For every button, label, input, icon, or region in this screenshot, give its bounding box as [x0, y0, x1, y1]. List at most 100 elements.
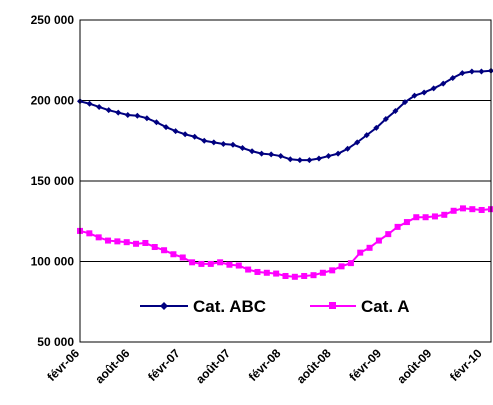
- series-line-cat-abc: [79, 69, 492, 162]
- data-point-cat-a: [403, 219, 410, 226]
- x-tick-label: août-09: [394, 346, 434, 386]
- legend-marker-cat-abc: [160, 302, 168, 310]
- data-point-cat-abc: [421, 89, 428, 96]
- data-point-cat-abc: [335, 150, 342, 157]
- data-point-cat-a: [338, 263, 345, 270]
- data-point-cat-a: [301, 272, 308, 279]
- x-tick-label: févr-10: [447, 346, 485, 384]
- data-point-cat-abc: [249, 148, 256, 155]
- data-point-cat-a: [226, 261, 233, 268]
- data-point-cat-abc: [449, 74, 456, 81]
- x-tick-label: févr-06: [44, 346, 82, 384]
- data-point-cat-a: [459, 205, 466, 212]
- data-point-cat-abc: [382, 116, 389, 123]
- data-point-cat-abc: [258, 150, 265, 157]
- data-point-cat-abc: [153, 119, 160, 126]
- data-point-cat-a: [263, 269, 270, 276]
- x-tick-label: août-06: [92, 346, 132, 386]
- data-point-cat-abc: [344, 145, 351, 152]
- data-point-cat-a: [441, 211, 448, 218]
- data-point-cat-a: [254, 268, 261, 275]
- data-point-cat-a: [319, 269, 326, 276]
- data-point-cat-a: [207, 260, 214, 267]
- data-point-cat-a: [179, 254, 186, 261]
- gridlines: [80, 100, 491, 262]
- data-point-cat-a: [86, 230, 93, 237]
- plot-area: [79, 19, 492, 343]
- data-point-cat-abc: [96, 103, 103, 110]
- data-point-cat-abc: [468, 68, 475, 75]
- data-point-cat-a: [394, 223, 401, 230]
- data-point-cat-a: [114, 238, 121, 245]
- data-point-cat-a: [329, 267, 336, 274]
- data-point-cat-a: [347, 260, 354, 267]
- data-point-cat-abc: [287, 156, 294, 163]
- data-point-cat-abc: [354, 139, 361, 146]
- x-tick-label: févr-07: [145, 346, 183, 384]
- data-point-cat-a: [142, 239, 149, 246]
- data-point-cat-abc: [306, 157, 313, 164]
- data-point-cat-abc: [430, 85, 437, 92]
- data-point-cat-a: [291, 273, 298, 280]
- y-tick-label: 200 000: [31, 94, 75, 108]
- data-point-cat-a: [170, 251, 177, 258]
- data-point-cat-abc: [440, 80, 447, 87]
- data-point-cat-a: [151, 244, 158, 251]
- data-point-cat-abc: [105, 107, 112, 114]
- data-point-cat-a: [273, 270, 280, 277]
- data-point-cat-abc: [210, 139, 217, 146]
- y-axis-tick-labels: 50 000 100 000 150 000 200 000 250 000: [31, 13, 75, 349]
- data-point-cat-abc: [363, 132, 370, 139]
- legend-marker-cat-a: [329, 302, 336, 309]
- data-point-cat-abc: [401, 99, 408, 106]
- data-point-cat-abc: [478, 68, 485, 75]
- data-point-cat-abc: [268, 151, 275, 158]
- data-point-cat-a: [123, 239, 130, 246]
- data-point-cat-abc: [220, 140, 227, 147]
- data-point-cat-a: [95, 234, 102, 241]
- data-point-cat-abc: [296, 157, 303, 164]
- data-point-cat-abc: [201, 137, 208, 144]
- data-point-cat-a: [422, 214, 429, 221]
- legend-label-cat-abc: Cat. ABC: [193, 297, 266, 316]
- data-point-cat-abc: [411, 92, 418, 99]
- data-point-cat-abc: [172, 128, 179, 135]
- data-point-cat-a: [469, 206, 476, 213]
- data-point-cat-a: [310, 272, 317, 279]
- legend: Cat. ABC Cat. A: [140, 297, 410, 316]
- data-point-cat-a: [189, 259, 196, 266]
- data-point-cat-abc: [459, 70, 466, 77]
- data-point-cat-a: [161, 247, 168, 254]
- y-tick-label: 50 000: [37, 335, 74, 349]
- data-point-cat-a: [450, 207, 457, 214]
- data-point-cat-a: [235, 262, 242, 269]
- data-point-cat-a: [105, 237, 112, 244]
- data-point-cat-abc: [134, 112, 141, 119]
- data-point-cat-abc: [143, 115, 150, 122]
- data-point-cat-abc: [229, 141, 236, 148]
- data-point-cat-a: [385, 231, 392, 238]
- data-point-cat-a: [357, 249, 364, 256]
- data-point-cat-a: [366, 244, 373, 251]
- data-point-cat-a: [217, 259, 224, 266]
- y-tick-label: 150 000: [31, 174, 75, 188]
- data-point-cat-a: [375, 237, 382, 244]
- series-line-cat-a: [79, 207, 492, 278]
- x-tick-label: févr-09: [346, 346, 384, 384]
- data-point-cat-a: [413, 214, 420, 221]
- data-point-cat-abc: [163, 124, 170, 131]
- data-point-cat-a: [478, 206, 485, 213]
- data-point-cat-a: [133, 240, 140, 247]
- data-point-cat-abc: [392, 107, 399, 114]
- data-point-cat-abc: [239, 144, 246, 151]
- y-tick-label: 100 000: [31, 255, 75, 269]
- data-point-cat-abc: [373, 124, 380, 131]
- data-point-cat-a: [245, 266, 252, 273]
- data-point-cat-abc: [277, 153, 284, 160]
- data-point-cat-abc: [315, 155, 322, 162]
- data-point-cat-abc: [124, 111, 131, 118]
- data-point-cat-abc: [182, 131, 189, 138]
- data-point-cat-a: [431, 213, 438, 220]
- data-point-cat-a: [282, 272, 289, 279]
